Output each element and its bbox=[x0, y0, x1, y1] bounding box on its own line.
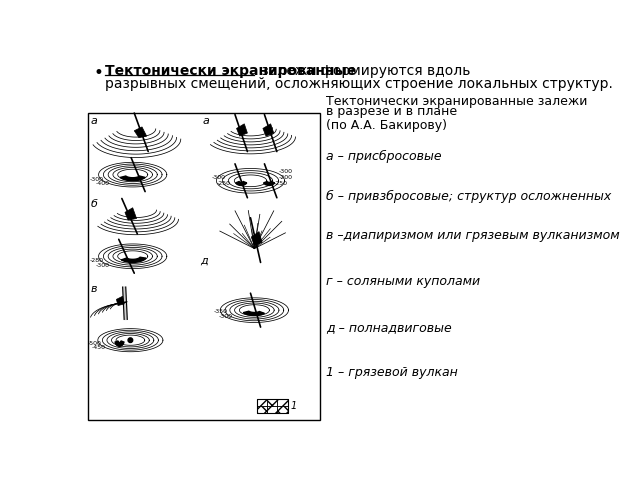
Text: д – полнадвиговые: д – полнадвиговые bbox=[326, 321, 452, 334]
Bar bbox=[257, 399, 267, 407]
Text: (по А.А. Бакирову): (по А.А. Бакирову) bbox=[326, 119, 447, 132]
Circle shape bbox=[128, 338, 132, 343]
Polygon shape bbox=[243, 311, 264, 315]
Polygon shape bbox=[120, 176, 145, 181]
Text: •: • bbox=[94, 64, 104, 82]
Text: д: д bbox=[200, 255, 208, 265]
Polygon shape bbox=[116, 296, 124, 306]
Text: г – соляными куполами: г – соляными куполами bbox=[326, 275, 481, 288]
Polygon shape bbox=[134, 127, 147, 138]
Text: -300: -300 bbox=[95, 263, 109, 268]
Text: в: в bbox=[91, 284, 97, 294]
Text: -300: -300 bbox=[212, 175, 226, 180]
Text: б – привзбросовые; структур осложненных: б – привзбросовые; структур осложненных bbox=[326, 190, 612, 203]
Text: 1: 1 bbox=[290, 401, 296, 411]
Text: -300: -300 bbox=[278, 169, 292, 174]
Text: разрывных смещений, осложняющих строение локальных структур.: разрывных смещений, осложняющих строение… bbox=[105, 77, 612, 91]
Polygon shape bbox=[125, 208, 136, 220]
Bar bbox=[277, 407, 288, 413]
Text: -250: -250 bbox=[216, 181, 230, 186]
Polygon shape bbox=[115, 341, 124, 347]
Bar bbox=[257, 399, 288, 413]
Bar bbox=[257, 407, 267, 413]
Text: -300: -300 bbox=[90, 177, 103, 182]
Polygon shape bbox=[252, 232, 262, 245]
Polygon shape bbox=[237, 124, 248, 136]
Text: -500: -500 bbox=[88, 341, 102, 346]
Text: -280: -280 bbox=[90, 258, 103, 264]
Text: в разрезе и в плане: в разрезе и в плане bbox=[326, 105, 458, 118]
Text: в –диапиризмом или грязевым вулканизмом: в –диапиризмом или грязевым вулканизмом bbox=[326, 228, 620, 241]
Bar bbox=[267, 407, 277, 413]
Text: б: б bbox=[91, 199, 98, 209]
Text: а – присбросовые: а – присбросовые bbox=[326, 150, 442, 163]
Bar bbox=[267, 399, 277, 407]
Text: -350: -350 bbox=[214, 309, 228, 314]
Bar bbox=[88, 113, 320, 420]
Polygon shape bbox=[236, 181, 247, 185]
Text: Тектонически экранированные залежи: Тектонически экранированные залежи bbox=[326, 95, 588, 108]
Text: а: а bbox=[202, 116, 209, 126]
Text: -200: -200 bbox=[278, 175, 292, 180]
Text: -400: -400 bbox=[95, 181, 109, 186]
Polygon shape bbox=[122, 257, 146, 263]
Text: -450: -450 bbox=[92, 346, 106, 350]
Text: -300: -300 bbox=[219, 314, 233, 319]
Text: -250: -250 bbox=[274, 181, 288, 186]
Polygon shape bbox=[264, 181, 275, 185]
Bar bbox=[277, 399, 288, 407]
Text: а: а bbox=[91, 116, 98, 126]
Text: Тектонически экранированные: Тектонически экранированные bbox=[105, 64, 356, 78]
Polygon shape bbox=[263, 124, 274, 136]
Text: 1 – грязевой вулкан: 1 – грязевой вулкан bbox=[326, 366, 458, 379]
Text: залежи формируются вдоль: залежи формируются вдоль bbox=[257, 64, 470, 78]
Polygon shape bbox=[123, 287, 127, 319]
